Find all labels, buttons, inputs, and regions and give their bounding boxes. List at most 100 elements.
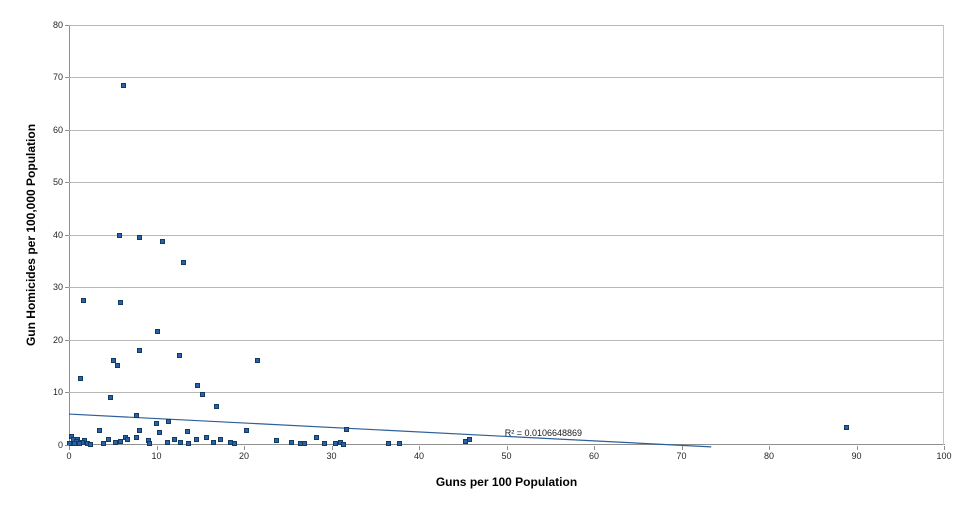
x-tick-90: [856, 445, 858, 450]
data-point: [120, 83, 126, 89]
y-tick-20: [65, 339, 69, 341]
trendline-layer: [68, 413, 712, 448]
data-point: [80, 298, 86, 304]
data-point: [181, 259, 187, 265]
gridline-y-40: [69, 234, 944, 236]
x-tick-40: [419, 445, 420, 450]
data-point: [77, 376, 83, 382]
x-tick-70: [681, 445, 683, 450]
data-point: [118, 300, 124, 306]
x-tick-label-50: 50: [501, 450, 512, 461]
data-point: [254, 357, 260, 363]
data-point: [199, 391, 205, 397]
data-point: [111, 358, 117, 364]
x-tick-label-30: 30: [326, 450, 337, 461]
data-point: [125, 437, 131, 443]
y-tick-label-30: 30: [52, 282, 63, 293]
data-point: [77, 441, 82, 447]
y-tick-30: [65, 287, 69, 289]
x-tick-label-20: 20: [238, 450, 249, 461]
data-point: [332, 441, 338, 447]
gridline-y-80: [69, 25, 944, 26]
data-point: [244, 427, 250, 433]
data-point: [385, 441, 391, 447]
data-point: [194, 437, 200, 443]
data-point: [105, 437, 111, 443]
y-tick-label-70: 70: [52, 72, 63, 83]
gridline-y-30: [69, 287, 944, 289]
x-tick-100: [944, 445, 945, 450]
data-point: [177, 439, 183, 445]
x-tick-label-60: 60: [588, 450, 599, 461]
x-tick-label-0: 0: [66, 450, 72, 461]
data-point: [176, 353, 182, 359]
x-tick-50: [506, 445, 508, 450]
x-tick-label-90: 90: [851, 450, 862, 461]
data-point: [195, 382, 201, 388]
gridline-y-70: [69, 77, 944, 79]
plot-right-border: [943, 25, 944, 445]
data-point: [154, 420, 159, 426]
x-axis-title: Guns per 100 Population: [435, 475, 578, 489]
x-tick-label-10: 10: [151, 450, 162, 461]
data-point: [136, 347, 142, 353]
data-point: [154, 329, 160, 335]
data-point: [231, 441, 237, 447]
data-point: [114, 362, 120, 368]
data-point: [97, 428, 103, 434]
x-tick-label-40: 40: [413, 450, 424, 461]
x-tick-0: [69, 445, 70, 450]
x-tick-30: [331, 445, 333, 450]
y-tick-50: [65, 182, 69, 184]
data-point: [273, 438, 279, 444]
data-point: [71, 440, 77, 446]
gridline-y-60: [69, 129, 944, 131]
y-tick-70: [65, 77, 69, 79]
data-point: [288, 440, 294, 446]
data-point: [314, 435, 320, 441]
gridline-y-20: [69, 339, 944, 341]
y-tick-label-80: 80: [52, 20, 63, 30]
y-tick-10: [65, 392, 69, 394]
data-point: [133, 413, 139, 419]
x-axis-line: [69, 444, 945, 445]
y-tick-40: [65, 234, 69, 236]
data-point: [133, 435, 139, 441]
data-point: [172, 437, 178, 443]
data-point: [184, 428, 190, 434]
data-point: [88, 441, 94, 447]
x-tick-label-80: 80: [763, 450, 774, 461]
data-point: [203, 435, 209, 441]
x-tick-60: [594, 445, 595, 450]
data-point: [210, 439, 216, 445]
data-point: [147, 440, 152, 446]
data-point: [343, 426, 349, 432]
data-point: [301, 441, 307, 447]
data-point: [107, 395, 113, 401]
x-tick-20: [244, 445, 245, 450]
y-tick-label-10: 10: [52, 387, 63, 398]
gridline-y-50: [69, 182, 944, 184]
data-point: [397, 441, 403, 447]
y-tick-80: [65, 25, 69, 26]
data-point: [213, 404, 219, 410]
data-point: [100, 441, 106, 447]
data-point: [156, 430, 162, 436]
r-squared-label: R² = 0.0106648869: [504, 427, 583, 438]
trendline: [68, 413, 712, 448]
data-point: [137, 428, 143, 434]
data-point: [164, 439, 170, 445]
x-tick-label-70: 70: [676, 450, 687, 461]
y-tick-label-40: 40: [52, 229, 63, 240]
y-tick-label-20: 20: [52, 334, 63, 345]
x-tick-10: [156, 445, 158, 450]
x-tick-label-100: 100: [936, 450, 952, 461]
y-tick-0: [65, 444, 69, 446]
data-point: [322, 441, 327, 447]
data-point: [467, 437, 473, 443]
x-tick-80: [769, 445, 770, 450]
data-point: [160, 238, 166, 244]
data-point: [112, 440, 118, 446]
data-point: [341, 441, 347, 447]
